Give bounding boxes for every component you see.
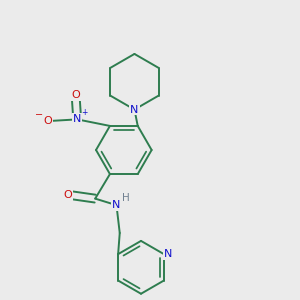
Text: −: −: [35, 110, 43, 120]
Text: O: O: [71, 90, 80, 100]
Text: +: +: [81, 108, 88, 117]
Text: O: O: [63, 190, 72, 200]
Text: H: H: [122, 193, 130, 203]
Text: O: O: [44, 116, 52, 126]
Text: N: N: [73, 114, 81, 124]
Text: N: N: [130, 105, 139, 115]
Text: N: N: [164, 249, 172, 259]
Text: N: N: [112, 200, 121, 210]
